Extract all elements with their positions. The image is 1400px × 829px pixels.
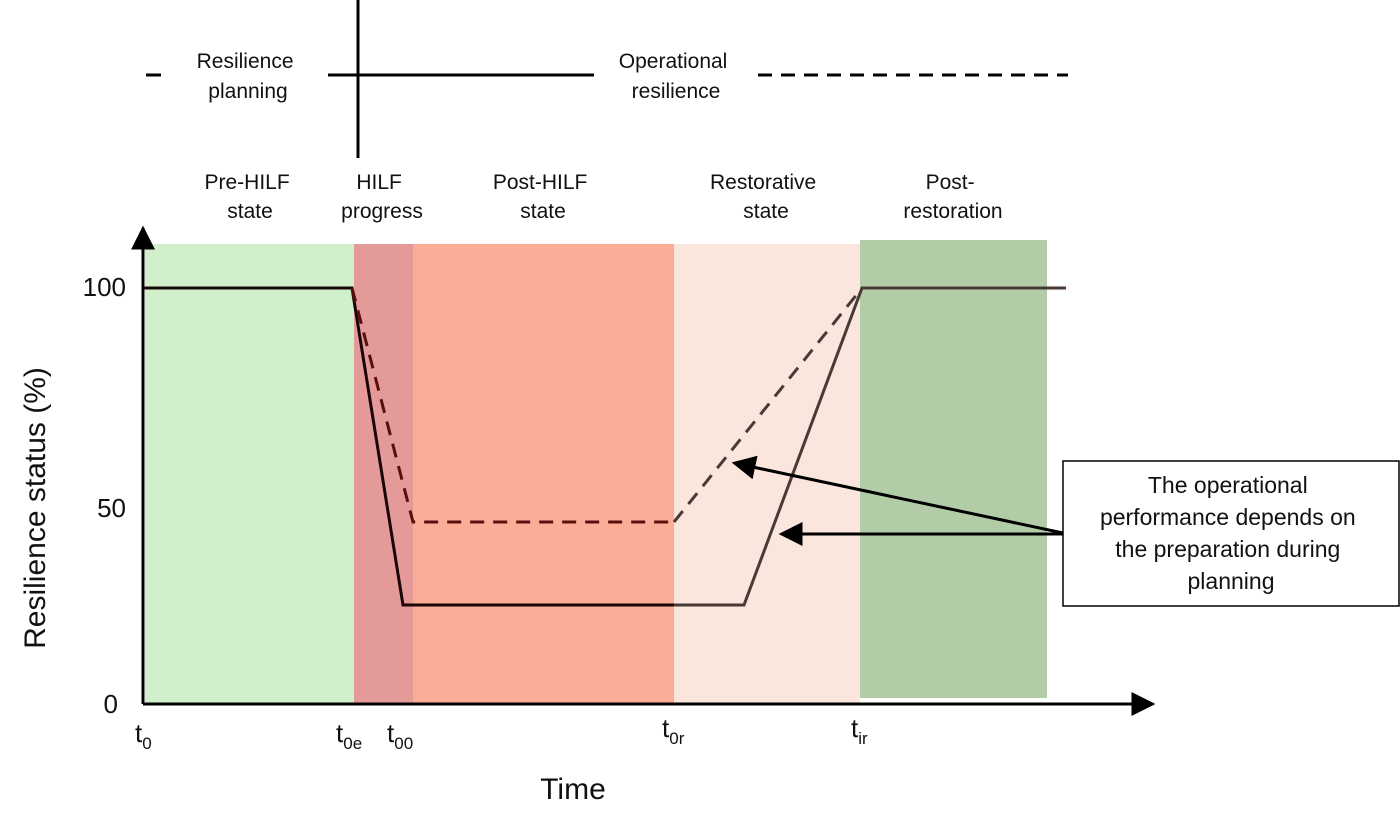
- phase-label-post-restoration: Post- restoration: [903, 171, 1002, 223]
- top-timeline: [146, 0, 1068, 158]
- dashed-curve-degradation: [350, 287, 674, 524]
- callout-text: The operational performance depends on t…: [1100, 472, 1362, 594]
- dashed-curve-recovery: [672, 287, 864, 523]
- x-tick-t0r: t0r: [662, 713, 685, 748]
- phase-band-post-hilf: [413, 244, 674, 704]
- y-tick-50: 50: [97, 493, 126, 523]
- phase-label-pre-hilf: Pre-HILF state: [204, 171, 295, 223]
- phase-band-post-restoration: [860, 240, 1047, 698]
- y-tick-100: 100: [83, 272, 126, 302]
- callout-arrow-upper: [731, 455, 1064, 535]
- phase-label-post-hilf: Post-HILF state: [493, 171, 593, 223]
- solid-curve-pre-event: [143, 286, 674, 607]
- phase-label-restorative: Restorative state: [710, 171, 822, 223]
- solid-curve-restorative: [674, 286, 1066, 607]
- x-tick-tir: tir: [851, 713, 868, 748]
- phase-label-hilf-progress: HILF progress: [341, 171, 423, 223]
- x-tick-t00: t00: [387, 718, 413, 753]
- x-axis-title: Time: [540, 773, 606, 806]
- operational-resilience-label: Operational resilience: [619, 50, 733, 103]
- phase-band-restorative: [674, 244, 860, 704]
- y-axis-title: Resilience status (%): [19, 367, 52, 649]
- y-tick-0: 0: [104, 689, 118, 719]
- x-tick-t0e: t0e: [336, 718, 362, 753]
- resilience-planning-label: Resilience planning: [197, 50, 300, 103]
- phase-band-hilf-progress: [354, 244, 413, 704]
- x-tick-t0: t0: [135, 718, 152, 753]
- phase-band-pre-hilf: [145, 244, 354, 704]
